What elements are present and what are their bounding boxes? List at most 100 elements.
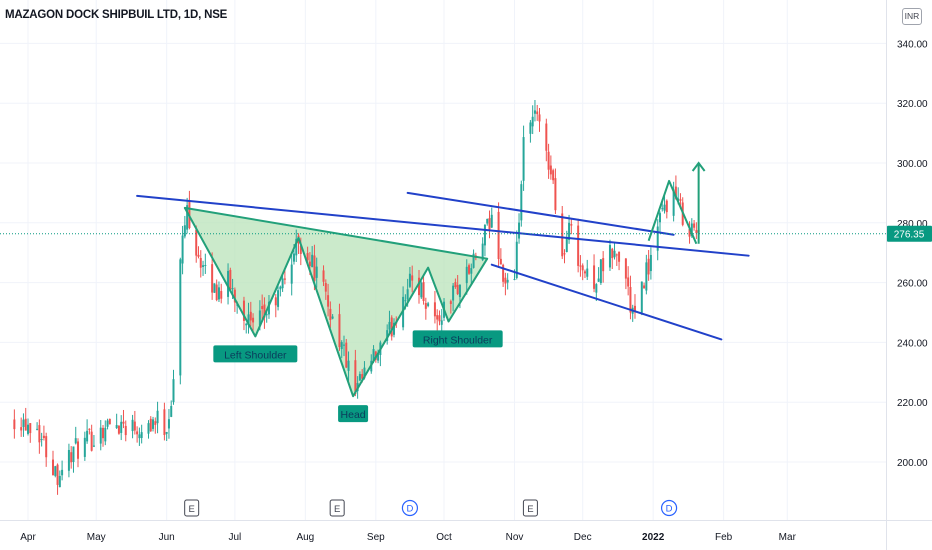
candle-body (538, 114, 541, 122)
x-tick-label: Jul (228, 532, 241, 543)
candle-body (311, 254, 314, 268)
candle-body (347, 360, 350, 371)
candle-body (233, 289, 236, 303)
candle-body (247, 314, 250, 325)
currency-badge[interactable]: INR (902, 8, 922, 25)
candle-body (338, 314, 341, 348)
candle-body (427, 303, 430, 306)
candle-body (72, 446, 75, 462)
channel-lower-line (490, 263, 723, 341)
candle-body (74, 438, 77, 444)
candle-body (354, 360, 357, 395)
candle-body (599, 259, 602, 284)
candle-body (377, 352, 380, 361)
earnings-marker-label: E (334, 504, 340, 515)
candle-body (386, 330, 389, 341)
candle-body (554, 178, 557, 211)
candle-body (695, 230, 698, 234)
candle-body (649, 254, 652, 272)
candle-body (611, 248, 614, 259)
candle-body (586, 268, 589, 277)
candle-body (490, 214, 493, 228)
candle-body (581, 265, 584, 271)
candle-body (358, 374, 361, 381)
candle-body (420, 282, 423, 298)
candle-body (579, 265, 582, 267)
candle-body (20, 427, 23, 431)
candle-body (229, 269, 232, 290)
candle-body (308, 261, 311, 266)
channel-upper-line (406, 191, 675, 236)
candle-body (265, 314, 268, 316)
candle-body (406, 289, 409, 300)
candle-body (156, 410, 159, 424)
candle-body (618, 251, 621, 262)
annotation-labels: Left Shoulder Head Right Shoulder (213, 330, 503, 423)
candle-body (295, 238, 298, 256)
candle-body (220, 291, 223, 299)
candle-body (608, 245, 611, 268)
candle-body (522, 137, 525, 181)
candle-body (54, 466, 57, 476)
x-tick-label: Jun (159, 532, 175, 543)
y-tick-label: 220.00 (897, 398, 928, 409)
x-tick-label: Apr (20, 532, 36, 543)
candle-body (106, 420, 109, 427)
candle-body (147, 423, 150, 434)
pattern-label: Right Shoulder (423, 334, 493, 346)
pattern-label-box (213, 345, 298, 363)
x-tick-label: Dec (574, 532, 592, 543)
candle-body (131, 419, 134, 432)
candle-body (502, 264, 505, 282)
head-shoulders-outline (183, 207, 489, 398)
candle-body (86, 430, 89, 442)
candle-body (42, 435, 45, 438)
candle-body (690, 223, 693, 236)
candle-body (102, 427, 105, 439)
drawing-lines (0, 161, 886, 398)
symbol-title: MAZAGON DOCK SHIPBUIL LTD, 1D, NSE (5, 9, 228, 21)
candle-body (470, 268, 473, 274)
candle-body (440, 320, 443, 325)
candle-body (252, 317, 255, 323)
candle-body (199, 257, 202, 268)
candle-body (279, 286, 282, 290)
projection-arrow-head (691, 161, 706, 172)
candle-body (117, 425, 120, 434)
y-tick-label: 260.00 (897, 279, 928, 290)
candle-body (13, 419, 16, 430)
candle-body (565, 238, 568, 252)
earnings-marker-icon (329, 499, 345, 517)
candle-body (133, 421, 136, 431)
x-tick-label: Aug (296, 532, 314, 543)
candle-body (615, 254, 618, 256)
candle-body (645, 262, 648, 291)
earnings-marker-icon (522, 499, 538, 517)
candle-body (231, 288, 234, 290)
candle-body (202, 265, 205, 267)
candle-body (536, 111, 539, 115)
candle-body (186, 205, 189, 230)
candle-body (629, 286, 632, 313)
candle-body (267, 301, 270, 315)
y-tick-label: 300.00 (897, 159, 928, 170)
dividend-marker-label: D (406, 504, 413, 515)
candle-body (181, 235, 184, 264)
candle-body (656, 226, 659, 251)
candle-body (643, 285, 646, 289)
candle-body (388, 321, 391, 330)
x-tick-label: Feb (715, 532, 733, 543)
candle-body (165, 432, 168, 434)
x-tick-label: Sep (367, 532, 385, 543)
candle-body (488, 218, 491, 230)
candle-body (472, 253, 475, 268)
candle-body (583, 271, 586, 274)
x-tick-label: Mar (779, 532, 797, 543)
candle-body (77, 441, 80, 459)
candle-body (327, 295, 330, 307)
candle-body (329, 308, 332, 321)
candle-body (83, 437, 86, 457)
head-shoulders-fill (184, 207, 488, 397)
candle-body (552, 170, 555, 181)
